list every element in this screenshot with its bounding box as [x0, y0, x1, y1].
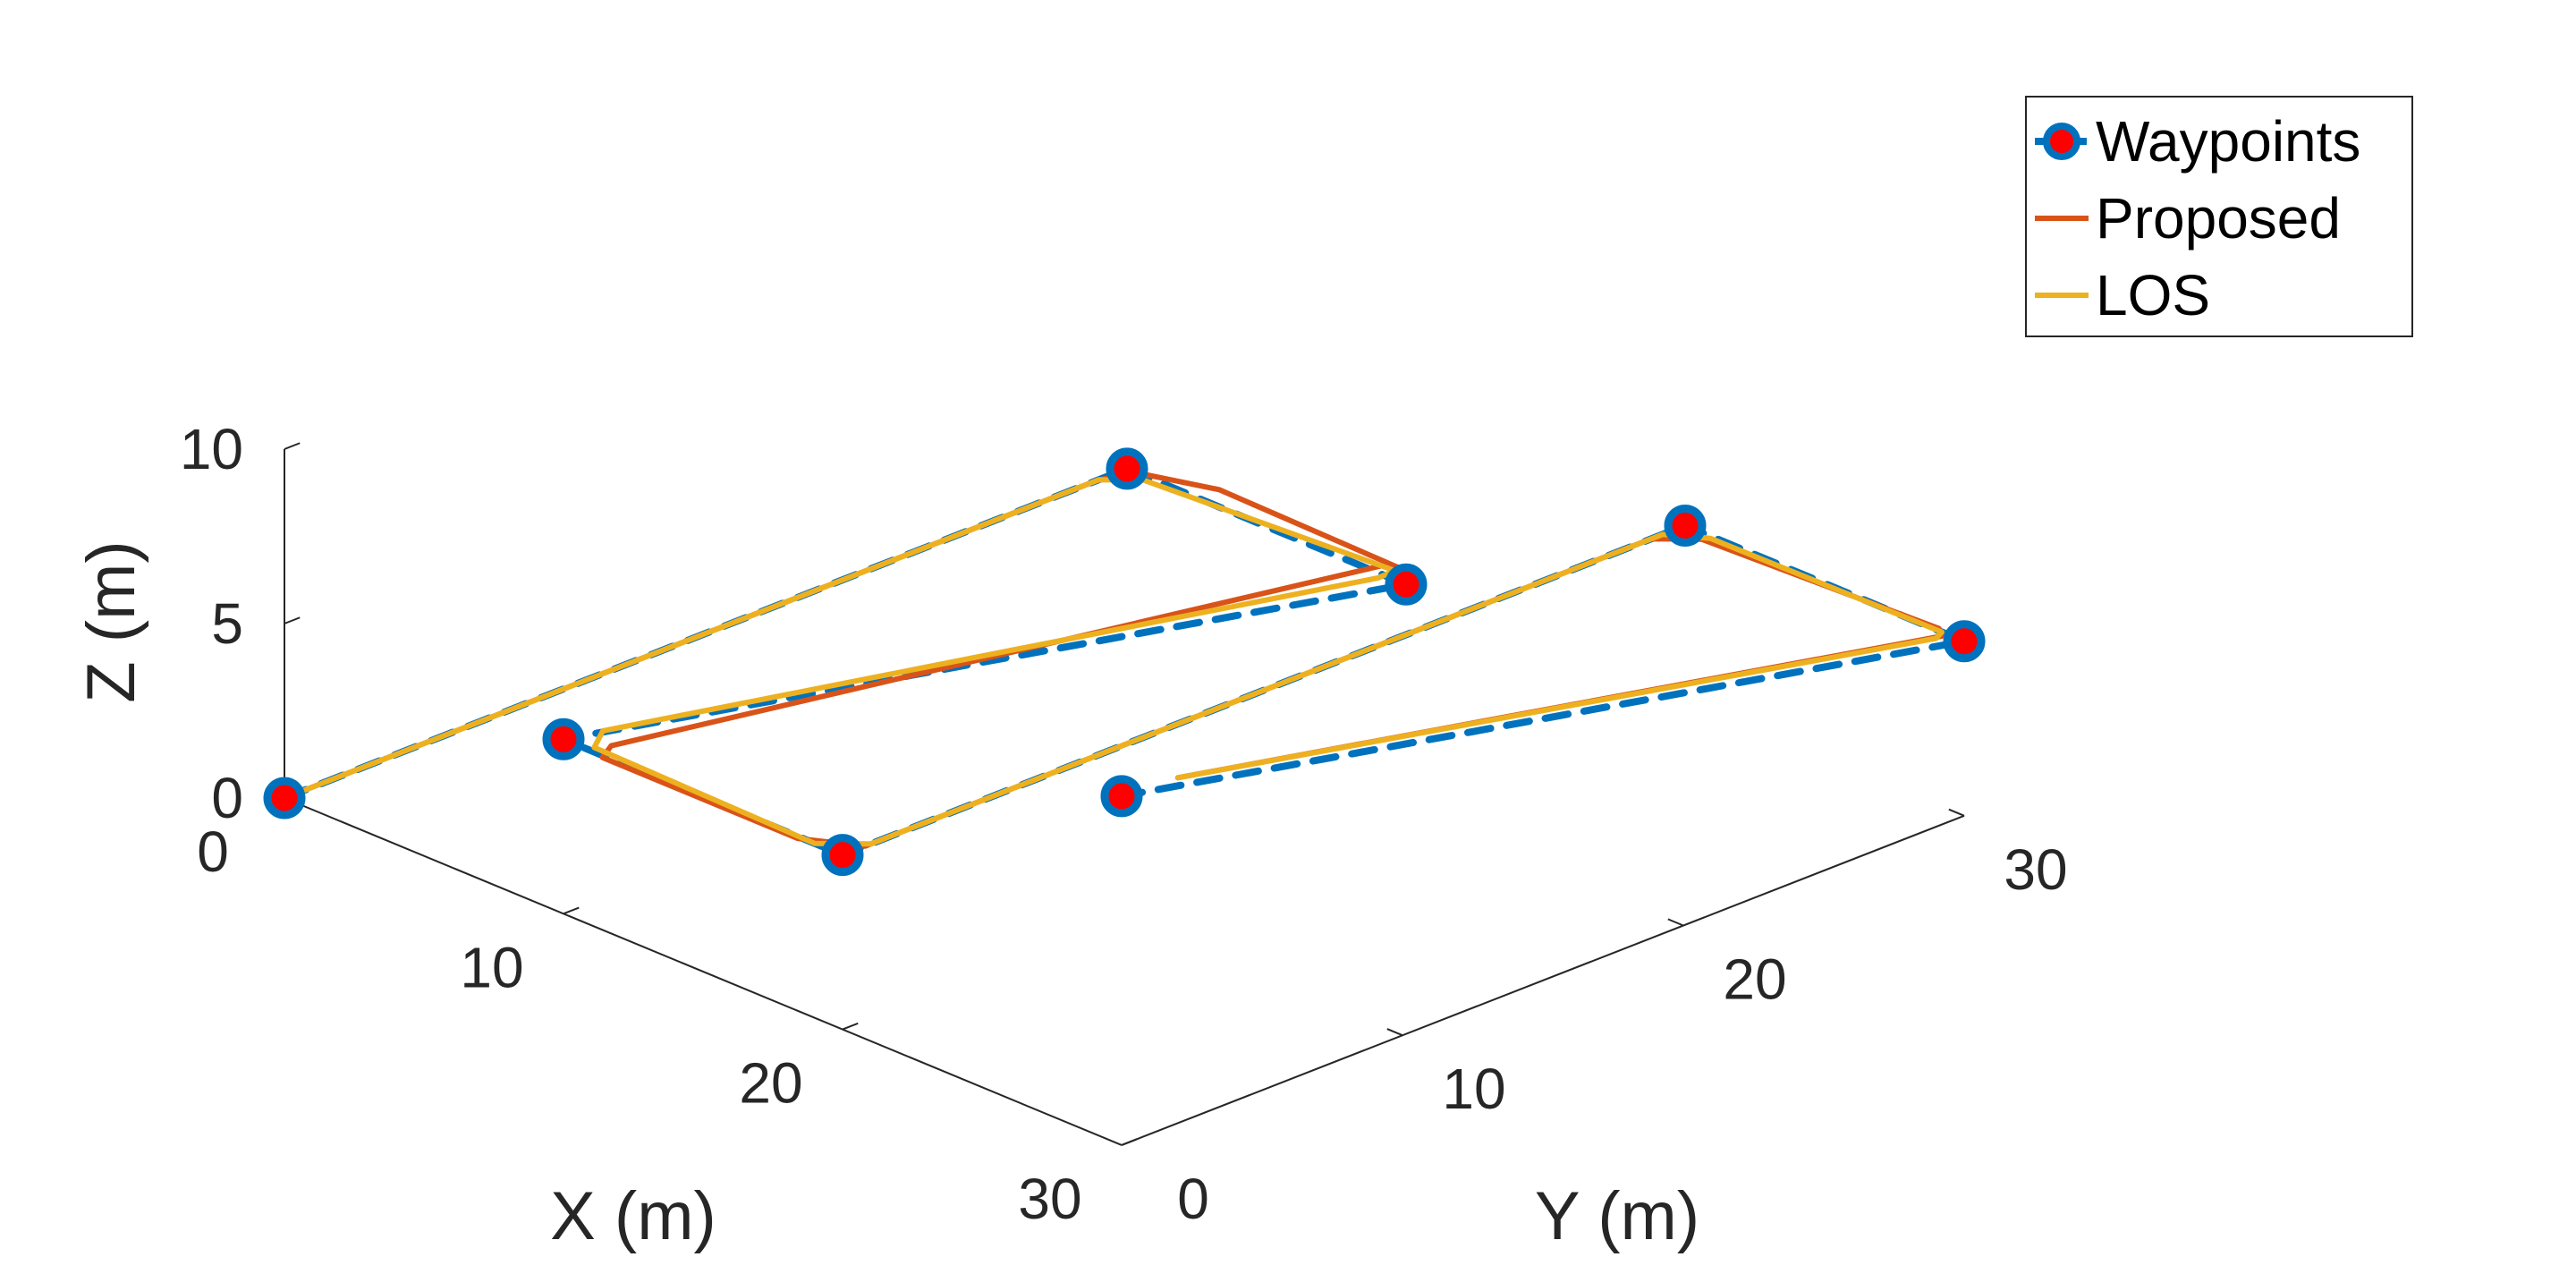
waypoint-marker [263, 777, 306, 820]
legend-label-waypoints: Waypoints [2096, 109, 2360, 174]
waypoint-marker [1664, 505, 1707, 547]
y-tick-label: 10 [1442, 1057, 1505, 1121]
z-tick-mark [284, 442, 301, 450]
x-tick-mark [563, 906, 580, 915]
y-tick-mark [1667, 918, 1684, 927]
x-axis-label: X (m) [550, 1178, 716, 1254]
y-tick-mark [1948, 808, 1965, 817]
x-tick-label: 10 [460, 935, 523, 999]
x-tick-label: 0 [197, 820, 229, 884]
waypoint-marker [1100, 775, 1143, 818]
x-tick-label: 20 [739, 1051, 802, 1116]
axes: 0 10 20 30 0 10 20 30 0 5 10 X (m) Y (m) Z (m) [73, 417, 2068, 1254]
z-axis-label: Z (m) [73, 540, 149, 702]
y-axis-line [1121, 814, 1965, 1146]
waypoint-marker [542, 718, 585, 760]
x-tick-mark [842, 1022, 859, 1031]
y-tick-mark [1386, 1028, 1403, 1037]
series-line-los [284, 477, 1945, 847]
legend-label-los: LOS [2096, 263, 2210, 327]
x-tick-label: 30 [1018, 1167, 1081, 1231]
axis-ticks: 0 10 20 30 0 10 20 30 0 5 10 [180, 417, 2068, 1231]
y-axis-label: Y (m) [1535, 1178, 1699, 1254]
y-tick-label: 20 [1723, 947, 1786, 1012]
plot-series [263, 447, 1986, 877]
x-axis-line [284, 797, 1123, 1146]
legend-label-proposed: Proposed [2096, 186, 2341, 251]
waypoint-marker [1385, 563, 1428, 606]
legend: Waypoints Proposed LOS [2025, 96, 2413, 337]
legend-marker-waypoints [2043, 123, 2080, 160]
waypoint-marker [1106, 447, 1148, 490]
z-tick-label: 5 [211, 591, 243, 656]
z-tick-mark [284, 616, 301, 624]
z-tick-label: 0 [211, 766, 243, 830]
waypoint-marker [821, 834, 864, 877]
x-tick-mark [1121, 1138, 1138, 1146]
y-tick-label: 0 [1177, 1167, 1209, 1231]
y-tick-label: 30 [2004, 837, 2067, 902]
legend-box [2025, 96, 2413, 337]
z-tick-label: 10 [180, 417, 243, 481]
legend-items: Waypoints Proposed LOS [2035, 109, 2360, 327]
waypoint-marker [1943, 620, 1986, 663]
